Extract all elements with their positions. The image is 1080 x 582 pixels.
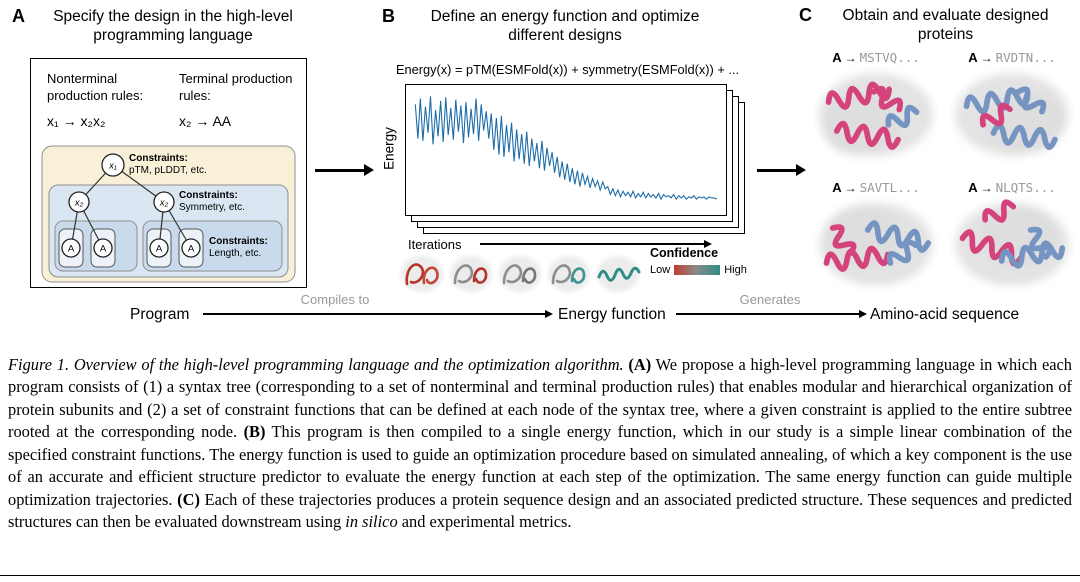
sequence-label-3: A → SAVTL...	[832, 180, 920, 195]
flow-amino-acid-label: Amino-acid sequence	[870, 306, 1020, 323]
sequence-label-1: A → MSTVQ...	[832, 50, 920, 65]
caption-title: Figure 1. Overview of the high-level pro…	[8, 355, 624, 374]
production-rules-box: Nonterminal production rules: x₁ → x₂x₂ …	[30, 58, 307, 288]
protein-evolution-3-icon	[499, 256, 541, 292]
caption-a-text: We propose a high-level programming lang…	[8, 355, 1072, 442]
constraints-root-title: Constraints:	[129, 153, 188, 164]
iterations-label: Iterations	[408, 237, 462, 252]
tree-leaf-label-3: A	[156, 244, 163, 255]
confidence-title: Confidence	[650, 246, 719, 260]
tree-root-node	[101, 153, 125, 177]
caption-b-text: This program is then compiled to a singl…	[8, 422, 1072, 509]
designed-protein-cell-1: A → MSTVQ...	[812, 50, 940, 169]
tree-leaf-node-2	[93, 238, 113, 258]
tree-leaf-label-2: A	[100, 244, 107, 255]
flow-compiles-to-label: Compiles to	[300, 292, 370, 307]
tree-leaf-label-4: A	[188, 244, 195, 255]
energy-equation: Energy(x) = pTM(ESMFold(x)) + symmetry(E…	[395, 62, 740, 77]
protein-structure-image-1	[819, 73, 933, 156]
energy-chart	[405, 84, 727, 216]
tree-leaf-region-right	[142, 220, 283, 272]
designed-protein-cell-4: A → NLQTS...	[948, 180, 1076, 299]
confidence-low-label: Low	[650, 264, 671, 276]
panel-b-title: Define an energy function and optimize d…	[430, 8, 700, 45]
flow-arrow-generates-icon	[676, 313, 860, 315]
panel-c-title: Obtain and evaluate designed proteins	[842, 7, 1049, 44]
tree-leaf-node-4	[181, 238, 201, 258]
designed-protein-cell-3: A → SAVTL...	[812, 180, 940, 299]
figure-caption: Figure 1. Overview of the high-level pro…	[8, 354, 1072, 534]
flow-energy-function-label: Energy function	[558, 306, 666, 323]
syntax-tree: x₁ x₂ x₂ A A A A Constraints: pTM, pLDDT…	[41, 145, 296, 283]
caption-in-silico: in silico	[345, 512, 398, 532]
terminal-rules: Terminal production rules: x₂ → AA	[179, 71, 299, 129]
arrow-right-icon: →	[844, 181, 857, 195]
caption-c-text: Each of these trajectories produces a pr…	[8, 489, 1072, 532]
energy-axis-label: Energy	[381, 127, 397, 170]
terminal-rule: x₂ → AA	[179, 112, 232, 129]
sequence-label-2: A → RVDTN...	[968, 50, 1056, 65]
energy-chart-plot	[414, 96, 717, 201]
tree-child-left-label: x₂	[74, 198, 84, 209]
confidence-high-label: High	[724, 264, 747, 276]
designed-protein-cell-2: A → RVDTN...	[948, 50, 1076, 169]
nonterminal-header: Nonterminal production rules:	[47, 71, 144, 103]
tree-child-node-left	[68, 191, 90, 213]
energy-curve	[414, 96, 717, 201]
tree-root-node-label: x₁	[108, 161, 117, 172]
constraints-leaf-body: Length, etc.	[209, 248, 261, 259]
constraints-root-body: pTM, pLDDT, etc.	[129, 165, 207, 176]
arrow-right-icon: →	[844, 51, 857, 65]
protein-evolution-1-icon	[401, 256, 443, 292]
tree-leaf-node-1	[61, 238, 81, 258]
arrow-right-icon: →	[980, 181, 993, 195]
tree-leaf-node-3	[149, 238, 169, 258]
nonterminal-rules: Nonterminal production rules: x₁ → x₂x₂	[47, 71, 167, 129]
arrow-b-to-c-icon	[757, 169, 797, 172]
tree-child-node-right	[153, 191, 175, 213]
panel-b-label: B	[382, 6, 395, 26]
sequence-label-4: A → NLQTS...	[968, 180, 1056, 195]
panel-a-title: Specify the design in the high-level pro…	[53, 8, 293, 45]
protein-structure-image-3	[819, 203, 938, 286]
arrow-a-to-b-icon	[315, 169, 365, 172]
protein-evolution-2-icon	[450, 256, 492, 292]
protein-structure-image-4	[955, 195, 1069, 286]
iterations-arrow-icon	[480, 243, 705, 245]
flow-arrow-compiles-icon	[203, 313, 546, 315]
panel-c-label: C	[799, 5, 812, 25]
caption-a-label: (A)	[628, 355, 652, 374]
constraints-mid-title: Constraints:	[179, 190, 238, 201]
tree-leaf-label-1: A	[68, 244, 75, 255]
terminal-header: Terminal production rules:	[179, 71, 293, 103]
bottom-rule	[0, 575, 1080, 576]
tree-child-right-label: x₂	[159, 198, 169, 209]
constraints-leaf-title: Constraints:	[209, 236, 268, 247]
protein-structure-image-2	[955, 73, 1069, 156]
caption-tail: and experimental metrics.	[401, 512, 572, 532]
confidence-gradient-bar	[674, 265, 721, 275]
panel-a-label: A	[12, 6, 25, 26]
constraints-mid-body: Symmetry, etc.	[179, 202, 245, 213]
nonterminal-rule: x₁ → x₂x₂	[47, 112, 106, 129]
energy-chart-stack	[405, 84, 750, 239]
confidence-legend: Confidence Low High	[650, 246, 750, 276]
arrow-right-icon: →	[980, 51, 993, 65]
protein-evolution-5-icon	[597, 256, 641, 292]
flow-generates-label: Generates	[739, 292, 801, 307]
protein-evolution-4-icon	[548, 256, 590, 292]
caption-c-label: (C)	[177, 489, 200, 509]
flow-program-label: Program	[130, 306, 190, 323]
caption-b-label: (B)	[243, 422, 266, 442]
